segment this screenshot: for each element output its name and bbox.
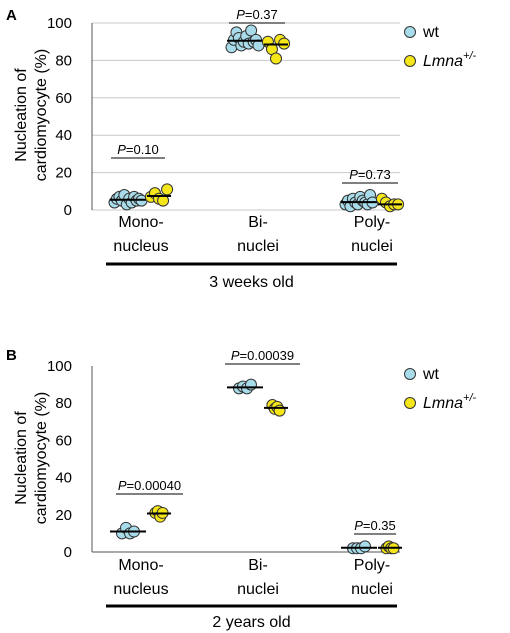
category-label: Mono-	[118, 214, 163, 231]
y-tick-label: 40	[55, 470, 72, 487]
data-point-mut	[161, 183, 174, 196]
legend-label-wt: wt	[422, 366, 440, 383]
data-point-mut	[273, 404, 286, 417]
y-axis-label: Nucleation of cardiomyocyte (%)	[13, 392, 50, 524]
data-point-wt	[245, 378, 257, 391]
p-value-number: =0.73	[358, 167, 391, 182]
p-value-symbol: P	[349, 167, 358, 182]
category-label: Poly-	[354, 214, 390, 231]
y-tick-label: 0	[64, 544, 72, 561]
y-axis-label-line: Nucleation of	[13, 68, 30, 162]
data-point-mut	[270, 52, 282, 65]
p-value-label: P=0.73	[349, 167, 391, 182]
p-value-number: =0.37	[245, 7, 278, 22]
p-value-label: P=0.10	[117, 142, 159, 157]
p-value-label: P=0.37	[236, 7, 278, 22]
category-label: nuclei	[237, 581, 279, 598]
legend-label-text: Lmna	[423, 395, 463, 412]
legend-label-sup: +/-	[463, 50, 476, 62]
category-label: nuclei	[351, 581, 393, 598]
p-value-label: P=0.00039	[231, 348, 294, 363]
p-value-number: =0.00040	[127, 478, 182, 493]
y-axis-label-line: cardiomyocyte (%)	[33, 49, 50, 181]
y-axis-label: Nucleation of cardiomyocyte (%)	[13, 49, 50, 181]
data-point-wt	[359, 540, 371, 553]
legend-label-mut: Lmna+/-	[423, 50, 477, 70]
p-value-symbol: P	[236, 7, 245, 22]
y-tick-label: 100	[47, 358, 72, 375]
category-label: Bi-	[248, 214, 268, 231]
y-tick-label: 80	[55, 52, 72, 69]
category-label: nucleus	[113, 238, 168, 255]
p-value-symbol: P	[231, 348, 240, 363]
category-label: Poly-	[354, 557, 390, 574]
chart-panel-A: A 0 20 40 60 80 100 Nucleation of cardiomyocyte …	[6, 7, 477, 291]
y-tick-label: 80	[55, 395, 72, 412]
p-value-symbol: P	[354, 518, 363, 533]
legend-marker-wt	[404, 26, 416, 38]
p-value-number: =0.35	[363, 518, 396, 533]
category-label: Mono-	[118, 557, 163, 574]
y-axis-label-line: cardiomyocyte (%)	[33, 392, 50, 524]
legend-marker-wt	[404, 368, 416, 380]
chart-panel-B: B 0 20 40 60 80 100 Nucleation of cardiomyocyte …	[6, 347, 477, 631]
y-tick-label: 40	[55, 127, 72, 144]
panel-letter: A	[6, 7, 17, 24]
legend-marker-mut	[404, 55, 416, 67]
y-tick-label: 0	[64, 202, 72, 219]
category-label: nuclei	[237, 238, 279, 255]
data-point-wt	[245, 24, 258, 37]
y-tick-label: 60	[55, 90, 72, 107]
x-axis-title: 3 weeks old	[209, 274, 294, 291]
p-value-label: P=0.35	[354, 518, 396, 533]
p-value-symbol: P	[117, 142, 126, 157]
legend-marker-mut	[404, 397, 416, 409]
legend-label-text: Lmna	[423, 53, 463, 70]
y-tick-label: 100	[47, 15, 72, 32]
legend-label-mut: Lmna+/-	[423, 392, 477, 412]
p-value-number: =0.00039	[240, 348, 295, 363]
y-tick-label: 20	[55, 165, 72, 182]
y-tick-label: 20	[55, 507, 72, 524]
category-label: nucleus	[113, 581, 168, 598]
category-label: Bi-	[248, 557, 268, 574]
p-value-symbol: P	[118, 478, 127, 493]
legend-label-text: wt	[422, 366, 440, 383]
p-value-label: P=0.00040	[118, 478, 181, 493]
panel-letter: B	[6, 347, 17, 364]
x-axis-title: 2 years old	[212, 614, 290, 631]
p-value-number: =0.10	[126, 142, 159, 157]
category-label: nuclei	[351, 238, 393, 255]
legend-label-sup: +/-	[463, 392, 476, 404]
legend-label-text: wt	[422, 24, 440, 41]
y-axis-label-line: Nucleation of	[13, 411, 30, 505]
y-tick-label: 60	[55, 432, 72, 449]
legend-label-wt: wt	[422, 24, 440, 41]
